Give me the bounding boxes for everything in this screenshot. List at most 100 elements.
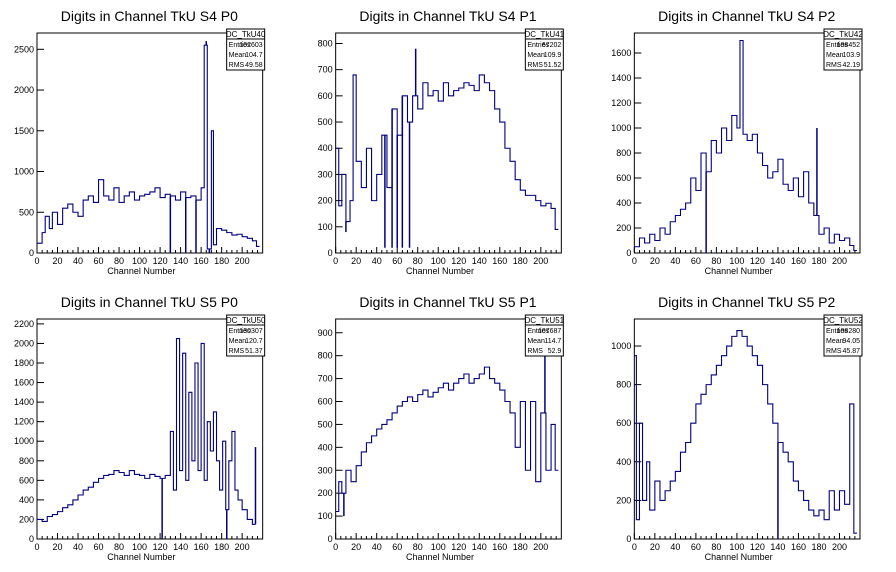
x-tick-label: 160 <box>194 542 209 552</box>
chart-title: Digits in Channel TkU S5 P2 <box>658 294 835 310</box>
x-axis-label: Channel Number <box>406 266 474 276</box>
stats-label-rms: RMS <box>826 62 842 69</box>
y-tick-label: 800 <box>318 38 333 48</box>
stats-label-entries: Entries <box>527 328 549 335</box>
stats-value-rms: 49.58 <box>245 62 263 69</box>
x-tick-label: 40 <box>670 542 680 552</box>
x-tick-label: 140 <box>472 256 487 266</box>
x-tick-label: 200 <box>533 542 548 552</box>
y-tick-label: 600 <box>318 397 333 407</box>
y-tick-label: 2000 <box>14 85 34 95</box>
x-tick-label: 60 <box>691 542 701 552</box>
x-tick-label: 120 <box>750 542 765 552</box>
x-axis-label: Channel Number <box>406 552 474 562</box>
x-tick-label: 0 <box>632 256 637 266</box>
y-tick-label: 0 <box>29 248 34 258</box>
x-tick-label: 40 <box>670 256 680 266</box>
chart-title: Digits in Channel TkU S4 P0 <box>61 8 238 24</box>
x-tick-label: 20 <box>650 542 660 552</box>
x-tick-label: 200 <box>832 542 847 552</box>
stats-value-entries: 108452 <box>837 42 860 49</box>
x-tick-label: 120 <box>451 256 466 266</box>
stats-label-entries: Entries <box>826 42 848 49</box>
x-tick-label: 60 <box>392 256 402 266</box>
y-tick-label: 1600 <box>14 378 34 388</box>
x-tick-label: 20 <box>650 256 660 266</box>
stats-value-rms: 52.9 <box>548 348 562 355</box>
x-tick-label: 100 <box>431 542 446 552</box>
x-tick-label: 120 <box>451 542 466 552</box>
x-tick-label: 80 <box>711 256 721 266</box>
x-tick-label: 80 <box>114 256 124 266</box>
stats-value-mean: 114.7 <box>544 338 561 345</box>
stats-label-mean: Mean <box>527 338 545 345</box>
y-tick-label: 200 <box>616 223 631 233</box>
x-tick-label: 0 <box>34 256 39 266</box>
y-tick-label: 600 <box>318 91 333 101</box>
x-tick-label: 200 <box>235 542 250 552</box>
stats-box-frame <box>524 28 564 71</box>
y-tick-label: 900 <box>318 328 333 338</box>
y-tick-label: 0 <box>626 534 631 544</box>
y-tick-label: 0 <box>626 248 631 258</box>
histogram-line <box>335 74 559 230</box>
y-tick-label: 300 <box>318 465 333 475</box>
y-tick-label: 1200 <box>14 417 34 427</box>
x-tick-label: 100 <box>729 256 744 266</box>
y-tick-label: 400 <box>318 143 333 153</box>
y-tick-label: 800 <box>318 351 333 361</box>
x-tick-label: 20 <box>351 256 361 266</box>
y-tick-label: 1000 <box>14 167 34 177</box>
x-tick-label: 180 <box>811 542 826 552</box>
stats-label-rms: RMS <box>229 348 245 355</box>
y-tick-label: 300 <box>318 169 333 179</box>
x-tick-label: 80 <box>413 542 423 552</box>
stats-value-entries: 107687 <box>538 328 561 335</box>
x-tick-label: 60 <box>94 256 104 266</box>
x-tick-label: 0 <box>632 542 637 552</box>
histogram-panel-3: Digits in Channel TkU S4 P2 0 20 40 60 80 100 1… <box>611 8 863 276</box>
y-tick-label: 1400 <box>611 73 631 83</box>
y-tick-label: 100 <box>318 511 333 521</box>
y-tick-label: 1500 <box>14 126 34 136</box>
stats-label-mean: Mean <box>826 338 844 345</box>
x-tick-label: 180 <box>513 256 528 266</box>
x-tick-label: 20 <box>351 542 361 552</box>
y-tick-label: 1400 <box>14 397 34 407</box>
x-tick-label: 80 <box>711 542 721 552</box>
x-tick-label: 0 <box>333 256 338 266</box>
stats-title: DC_TkU52 <box>823 316 863 325</box>
x-tick-label: 120 <box>750 256 765 266</box>
stats-value-mean: 94.05 <box>842 338 860 345</box>
stats-label-mean: Mean <box>229 338 247 345</box>
x-axis-label: Channel Number <box>705 552 773 562</box>
y-tick-label: 500 <box>318 117 333 127</box>
histogram-line <box>37 44 260 250</box>
x-tick-label: 40 <box>73 256 83 266</box>
x-tick-label: 60 <box>94 542 104 552</box>
histogram-panel-5: Digits in Channel TkU S5 P1 0 20 40 60 80 100 1… <box>318 294 565 562</box>
y-tick-label: 1000 <box>14 436 34 446</box>
stats-value-mean: 104.7 <box>245 52 263 59</box>
y-tick-label: 500 <box>19 207 34 217</box>
y-tick-label: 1600 <box>611 48 631 58</box>
histogram-panel-6: Digits in Channel TkU S5 P2 0 20 40 60 80 100 1… <box>611 294 863 562</box>
stats-value-entries: 102603 <box>239 42 262 49</box>
stats-value-rms: 45.87 <box>842 348 860 355</box>
stats-value-entries: 67202 <box>542 42 562 49</box>
y-tick-label: 800 <box>616 148 631 158</box>
stats-label-mean: Mean <box>527 52 545 59</box>
y-tick-label: 100 <box>318 222 333 232</box>
x-tick-label: 180 <box>513 542 528 552</box>
x-tick-label: 160 <box>492 542 507 552</box>
x-tick-label: 80 <box>114 542 124 552</box>
x-tick-label: 200 <box>533 256 548 266</box>
y-tick-label: 1000 <box>611 123 631 133</box>
y-tick-label: 2200 <box>14 319 34 329</box>
y-tick-label: 200 <box>616 495 631 505</box>
y-tick-label: 0 <box>29 534 34 544</box>
